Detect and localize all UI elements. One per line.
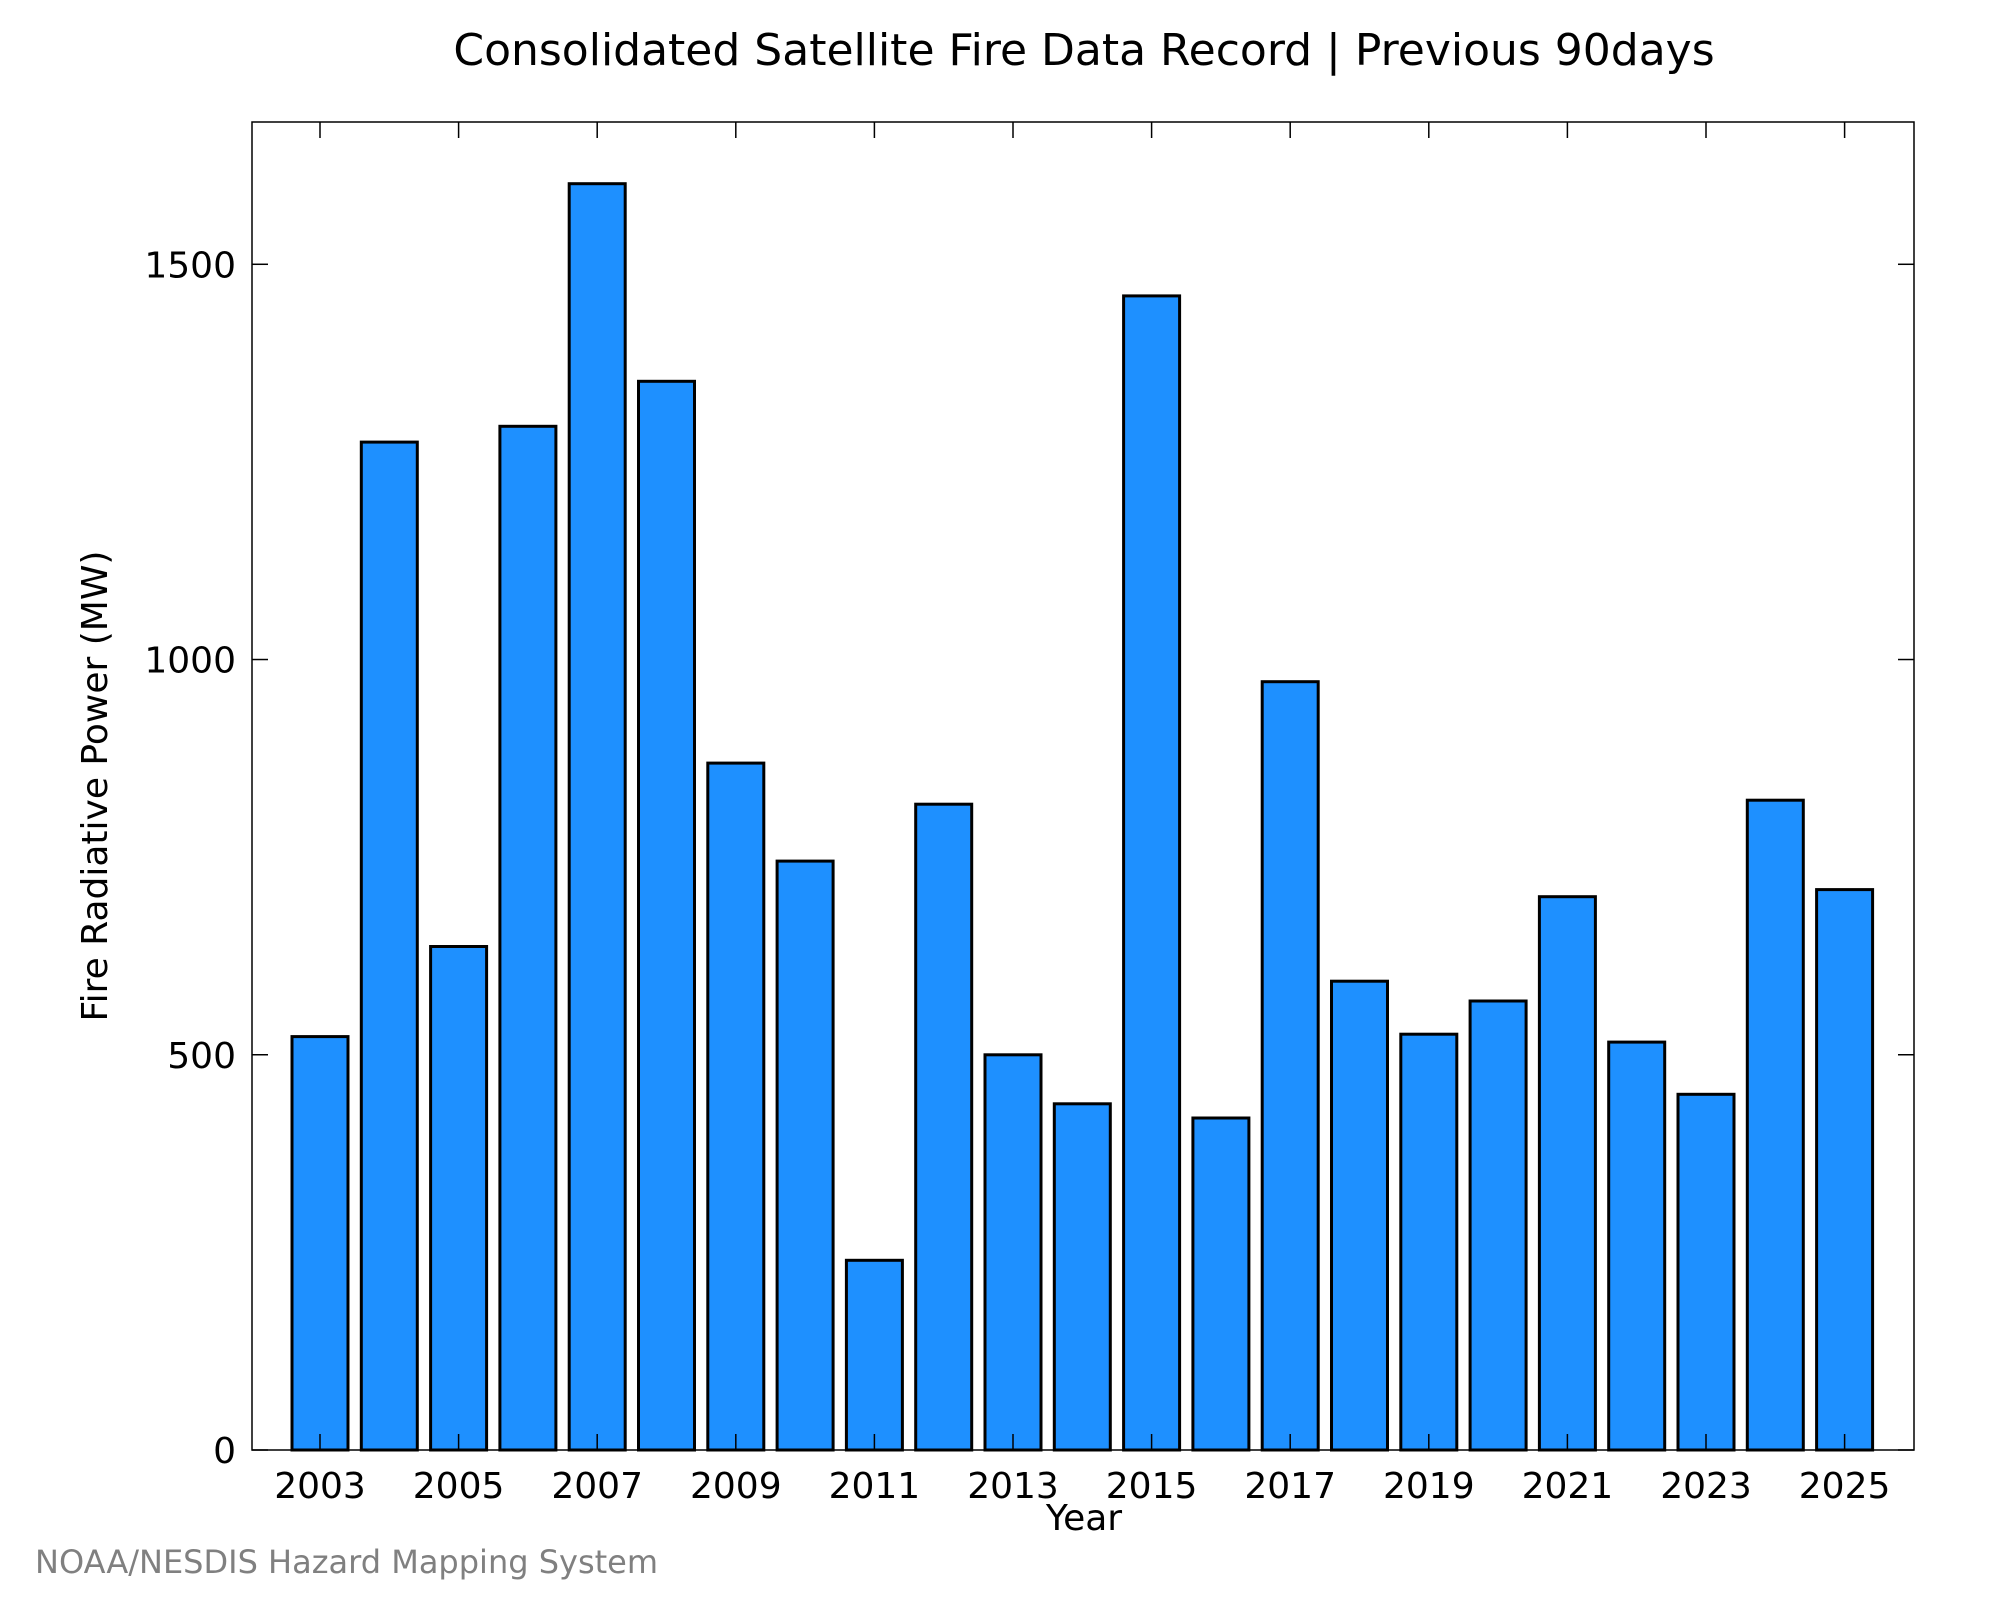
bar-2018 [1330,979,1389,1452]
y-tick-label-1000: 1000 [144,641,236,682]
bar-2004 [359,440,419,1452]
bar-2008 [637,379,696,1452]
bar-2006 [498,424,558,1452]
bar-2011 [844,1258,904,1452]
chart-title: Consolidated Satellite Fire Data Record … [453,25,1714,76]
bar-2017 [1260,680,1320,1452]
bar-2019 [1399,1032,1459,1452]
x-tick-label-2007: 2007 [551,1466,643,1507]
bar-2025 [1815,888,1875,1452]
x-tick-label-2003: 2003 [274,1466,366,1507]
x-tick-label-2019: 2019 [1383,1466,1475,1507]
bar-2024 [1745,798,1805,1452]
bar-2007 [567,182,627,1452]
x-tick-label-2017: 2017 [1244,1466,1336,1507]
x-tick-label-2009: 2009 [690,1466,782,1507]
bar-2014 [1052,1102,1112,1452]
bar-2013 [983,1053,1043,1452]
plot-frame [251,121,1915,1451]
bars-group [290,182,1875,1452]
x-axis-label: Year [1045,1498,1122,1539]
y-tick-label-1500: 1500 [144,245,236,286]
x-tick-label-2013: 2013 [967,1466,1059,1507]
bar-2015 [1122,294,1182,1452]
y-tick-label-500: 500 [167,1036,236,1077]
bar-2003 [290,1035,350,1452]
credit-text: NOAA/NESDIS Hazard Mapping System [35,1543,658,1581]
bar-2005 [429,945,489,1452]
y-tick-label-0: 0 [213,1431,236,1472]
bar-2012 [914,802,974,1452]
y-axis-label: Fire Radiative Power (MW) [75,551,116,1022]
x-tick-label-2005: 2005 [413,1466,505,1507]
bar-2020 [1468,999,1528,1452]
x-tick-label-2025: 2025 [1799,1466,1891,1507]
bar-2021 [1537,895,1597,1452]
x-tick-label-2021: 2021 [1522,1466,1614,1507]
bar-2022 [1607,1040,1667,1452]
x-tick-label-2023: 2023 [1660,1466,1752,1507]
x-tick-label-2011: 2011 [829,1466,921,1507]
bar-2009 [706,761,766,1452]
ticks-group: 0 500 1000 1500 2003 2005 2007 2009 2011 2013 2015… [144,122,1914,1507]
bar-2010 [775,859,835,1452]
x-tick-label-2015: 2015 [1106,1466,1198,1507]
bar-2016 [1191,1116,1251,1452]
bar-2023 [1676,1092,1736,1452]
